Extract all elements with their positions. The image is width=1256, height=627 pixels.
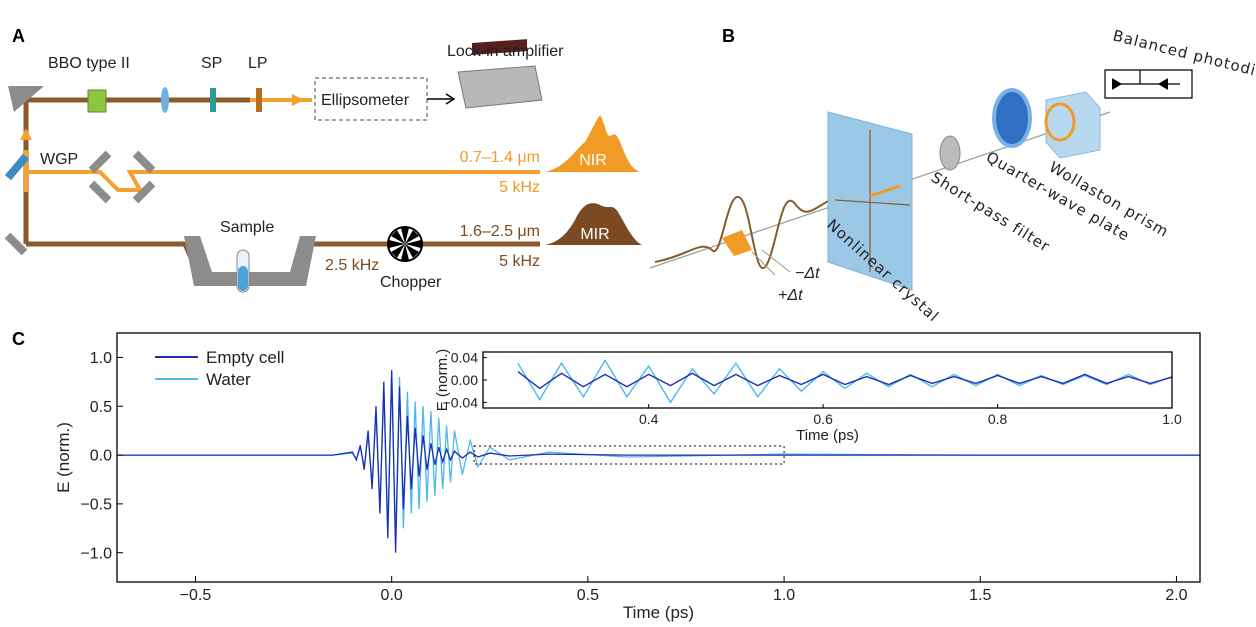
chopper (387, 226, 423, 262)
label: +Δt (778, 287, 803, 304)
label: BBO type II (48, 55, 130, 72)
mirror (132, 150, 156, 174)
series-group (517, 359, 1172, 404)
label: 5 kHz (499, 179, 540, 196)
x-tick-label: 1.5 (969, 587, 991, 604)
filter (939, 135, 961, 171)
polarizer (4, 153, 30, 181)
y-axis-label: E (norm.) (54, 422, 73, 493)
y-tick-label: 0.00 (451, 372, 478, 388)
x-axis-label: Time (ps) (623, 603, 694, 622)
legend-label: Empty cell (206, 348, 284, 367)
label: −Δt (795, 265, 820, 282)
filter (210, 88, 216, 112)
data-line (517, 371, 1172, 390)
crystal (87, 89, 107, 113)
nir-spectrum (545, 115, 640, 172)
water (238, 266, 248, 291)
label: Balanced photodiodes (1111, 26, 1256, 89)
panel-label: B (722, 26, 735, 46)
zoom-region (473, 445, 785, 465)
mirror (132, 180, 156, 204)
mirror (88, 150, 112, 174)
label: LP (248, 55, 268, 72)
wave (654, 196, 831, 270)
label: NIR (579, 152, 607, 169)
polarization (1044, 102, 1076, 142)
label: 5 kHz (499, 253, 540, 270)
diagram-b: Balanced photodiodes Wollaston prism Qua… (649, 26, 1256, 326)
polarization (869, 184, 901, 198)
y-tick-label: 0.5 (90, 399, 112, 416)
legend-label: Water (206, 370, 251, 389)
arrow (427, 93, 456, 105)
x-tick-label: 1.0 (773, 587, 795, 604)
gate (722, 230, 752, 256)
label: 1.6–2.5 μm (460, 223, 540, 240)
x-tick-label: 0.0 (381, 587, 403, 604)
x-tick-label: 0.4 (639, 411, 659, 427)
x-tick-label: 0.5 (577, 587, 599, 604)
x-tick-label: −0.5 (180, 587, 212, 604)
y-tick-label: −1.0 (80, 545, 112, 562)
mirror (4, 232, 28, 256)
panel-label: C (12, 329, 25, 349)
mirror (8, 86, 44, 112)
arrow (292, 94, 304, 106)
delay-line (751, 249, 791, 276)
series-group (117, 370, 1200, 553)
label: SP (201, 55, 222, 72)
label: WGP (40, 151, 78, 168)
data-line (117, 370, 1200, 553)
mirror (88, 180, 112, 204)
data-line (517, 359, 1172, 404)
y-tick-label: 1.0 (90, 350, 112, 367)
x-tick-label: 0.6 (813, 411, 833, 427)
label: Lock-in amplifier (447, 43, 564, 60)
lens (161, 87, 169, 113)
x-tick-label: 1.0 (1162, 411, 1182, 427)
label: Ellipsometer (321, 92, 410, 109)
filter (256, 88, 262, 112)
y-tick-label: −0.5 (80, 496, 112, 513)
label: Sample (220, 219, 274, 236)
mirror (184, 236, 316, 286)
panel-label: A (12, 26, 25, 46)
y-tick-label: 0.0 (90, 448, 112, 465)
field-axes (834, 130, 911, 272)
mir-spectrum (545, 203, 642, 245)
x-tick-label: 2.0 (1165, 587, 1187, 604)
label: 0.7–1.4 μm (460, 149, 540, 166)
display (472, 39, 527, 55)
y-axis-label: E (norm.) (434, 349, 451, 412)
lock-in-device (457, 65, 543, 109)
label: MIR (580, 226, 609, 243)
plots: −0.5 0.0 0.5 1.0 1.5 2.0 −1.0 −0.5 0.0 0.5 1.0 Time… (54, 332, 1201, 622)
y-tick-label: 0.04 (451, 350, 478, 366)
plot-area (483, 352, 1172, 408)
waveplate (992, 88, 1032, 148)
beam (26, 170, 540, 192)
arrow (20, 128, 32, 140)
axes-frame (116, 332, 1201, 583)
x-tick-label: 0.8 (988, 411, 1008, 427)
diagram-a: BBO type II SP LP Lock-in amplifier Elli… (4, 39, 642, 293)
circuit (1104, 69, 1193, 99)
y-tick-label: −0.04 (443, 394, 479, 410)
x-axis-label: Time (ps) (796, 427, 859, 444)
label: 2.5 kHz (325, 257, 379, 274)
label: Chopper (380, 274, 442, 291)
